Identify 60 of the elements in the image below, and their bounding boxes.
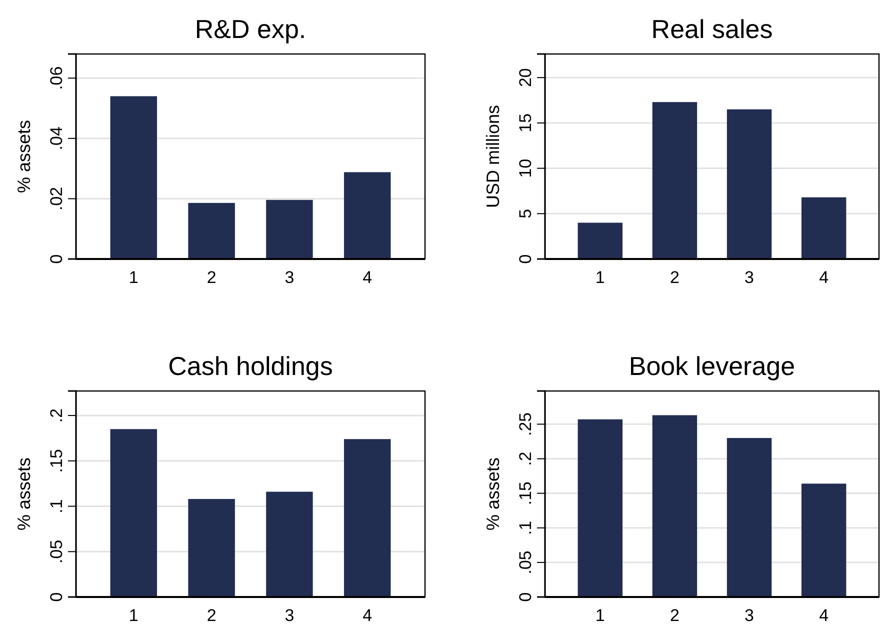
bar [188, 498, 235, 597]
y-tick-label: .15 [516, 481, 535, 506]
y-axis-title: % assets [14, 457, 34, 531]
bar [266, 200, 313, 259]
y-tick-label: .25 [516, 412, 535, 436]
x-tick-label: 3 [744, 268, 754, 288]
y-tick-label: 0 [516, 592, 535, 602]
y-tick-label: .2 [46, 408, 66, 423]
y-tick-label: 5 [516, 208, 535, 218]
bar [110, 96, 158, 259]
y-axis-title: % assets [483, 457, 503, 531]
bar [344, 172, 391, 259]
chart-title: R&D exp. [194, 14, 306, 44]
x-tick-label: 1 [128, 268, 138, 288]
y-tick-label: .06 [46, 66, 66, 90]
bar [578, 222, 623, 259]
y-tick-label: 15 [516, 113, 535, 132]
bar [726, 109, 772, 259]
y-tick-label: 0 [516, 254, 535, 264]
x-tick-label: 1 [128, 606, 138, 626]
y-tick-label: .15 [46, 449, 66, 473]
y-tick-label: .04 [46, 126, 66, 150]
bar [801, 197, 846, 259]
x-tick-label: 1 [595, 606, 605, 626]
y-tick-label: .1 [516, 520, 535, 535]
x-tick-label: 2 [670, 268, 680, 288]
x-tick-label: 3 [744, 606, 754, 626]
y-tick-label: 0 [46, 592, 66, 602]
x-tick-label: 3 [284, 606, 294, 626]
bar [266, 492, 313, 597]
x-tick-label: 4 [819, 606, 829, 626]
y-axis-title: USD millions [483, 104, 503, 208]
x-tick-label: 4 [362, 606, 372, 626]
y-tick-label: .2 [516, 452, 535, 466]
bar [110, 429, 158, 597]
y-tick-label: 10 [516, 158, 535, 178]
x-tick-label: 4 [362, 268, 372, 288]
y-axis-title: % assets [14, 120, 34, 194]
bar [652, 415, 698, 597]
x-tick-label: 2 [206, 268, 216, 288]
y-tick-label: .05 [516, 550, 535, 574]
y-tick-label: 0 [46, 254, 66, 264]
chart-title: Cash holdings [168, 351, 333, 381]
x-tick-label: 2 [670, 606, 680, 626]
bar [652, 102, 698, 259]
x-tick-label: 1 [595, 268, 605, 288]
y-tick-label: .1 [46, 499, 66, 514]
bar [726, 438, 772, 597]
x-tick-label: 3 [284, 268, 294, 288]
chart-title: Book leverage [628, 351, 796, 381]
x-tick-label: 2 [206, 606, 216, 626]
bar [188, 202, 235, 259]
bar [344, 439, 391, 597]
bar [578, 419, 623, 597]
x-tick-label: 4 [819, 268, 829, 288]
chart-title: Real sales [651, 14, 773, 44]
y-tick-label: .02 [46, 186, 66, 211]
bar [801, 484, 846, 597]
y-tick-label: 20 [516, 68, 535, 88]
y-tick-label: .05 [46, 540, 66, 564]
